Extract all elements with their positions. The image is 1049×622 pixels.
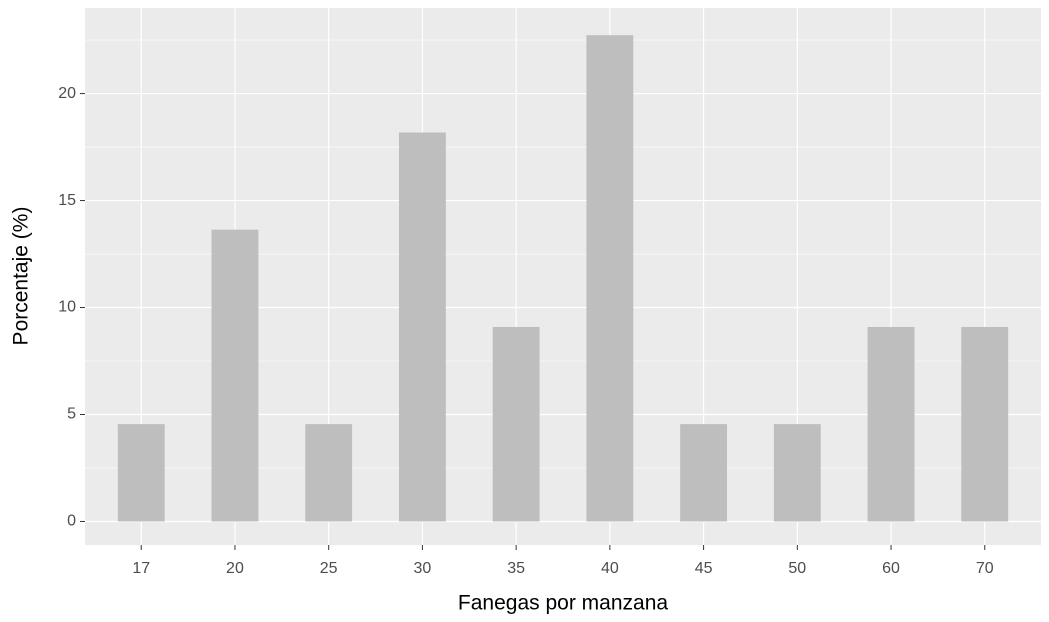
y-tick-label: 5 [67,406,76,423]
bar [680,424,728,522]
bar [492,326,540,522]
x-tick-label: 30 [414,560,432,577]
y-tick-label: 20 [58,85,76,102]
y-tick-label: 0 [67,513,76,530]
y-tick-label: 15 [58,192,76,209]
x-tick-label: 45 [695,560,713,577]
bar [961,326,1009,522]
x-axis-title: Fanegas por manzana [458,592,668,615]
bar [773,424,821,522]
marks [117,35,1009,522]
x-tick-label: 17 [132,560,150,577]
x-tick-label: 50 [788,560,806,577]
bar [117,424,165,522]
x-tick-label: 60 [882,560,900,577]
bar [211,229,259,522]
bar [398,132,446,522]
bar [305,424,353,522]
x-tick-label: 35 [507,560,525,577]
y-tick-label: 10 [58,299,76,316]
bar [586,35,634,522]
x-tick-label: 70 [976,560,994,577]
bar [867,326,915,522]
x-tick-label: 20 [226,560,244,577]
x-tick-label: 40 [601,560,619,577]
y-axis-title: Porcentaje (%) [10,207,33,346]
x-tick-label: 25 [320,560,338,577]
